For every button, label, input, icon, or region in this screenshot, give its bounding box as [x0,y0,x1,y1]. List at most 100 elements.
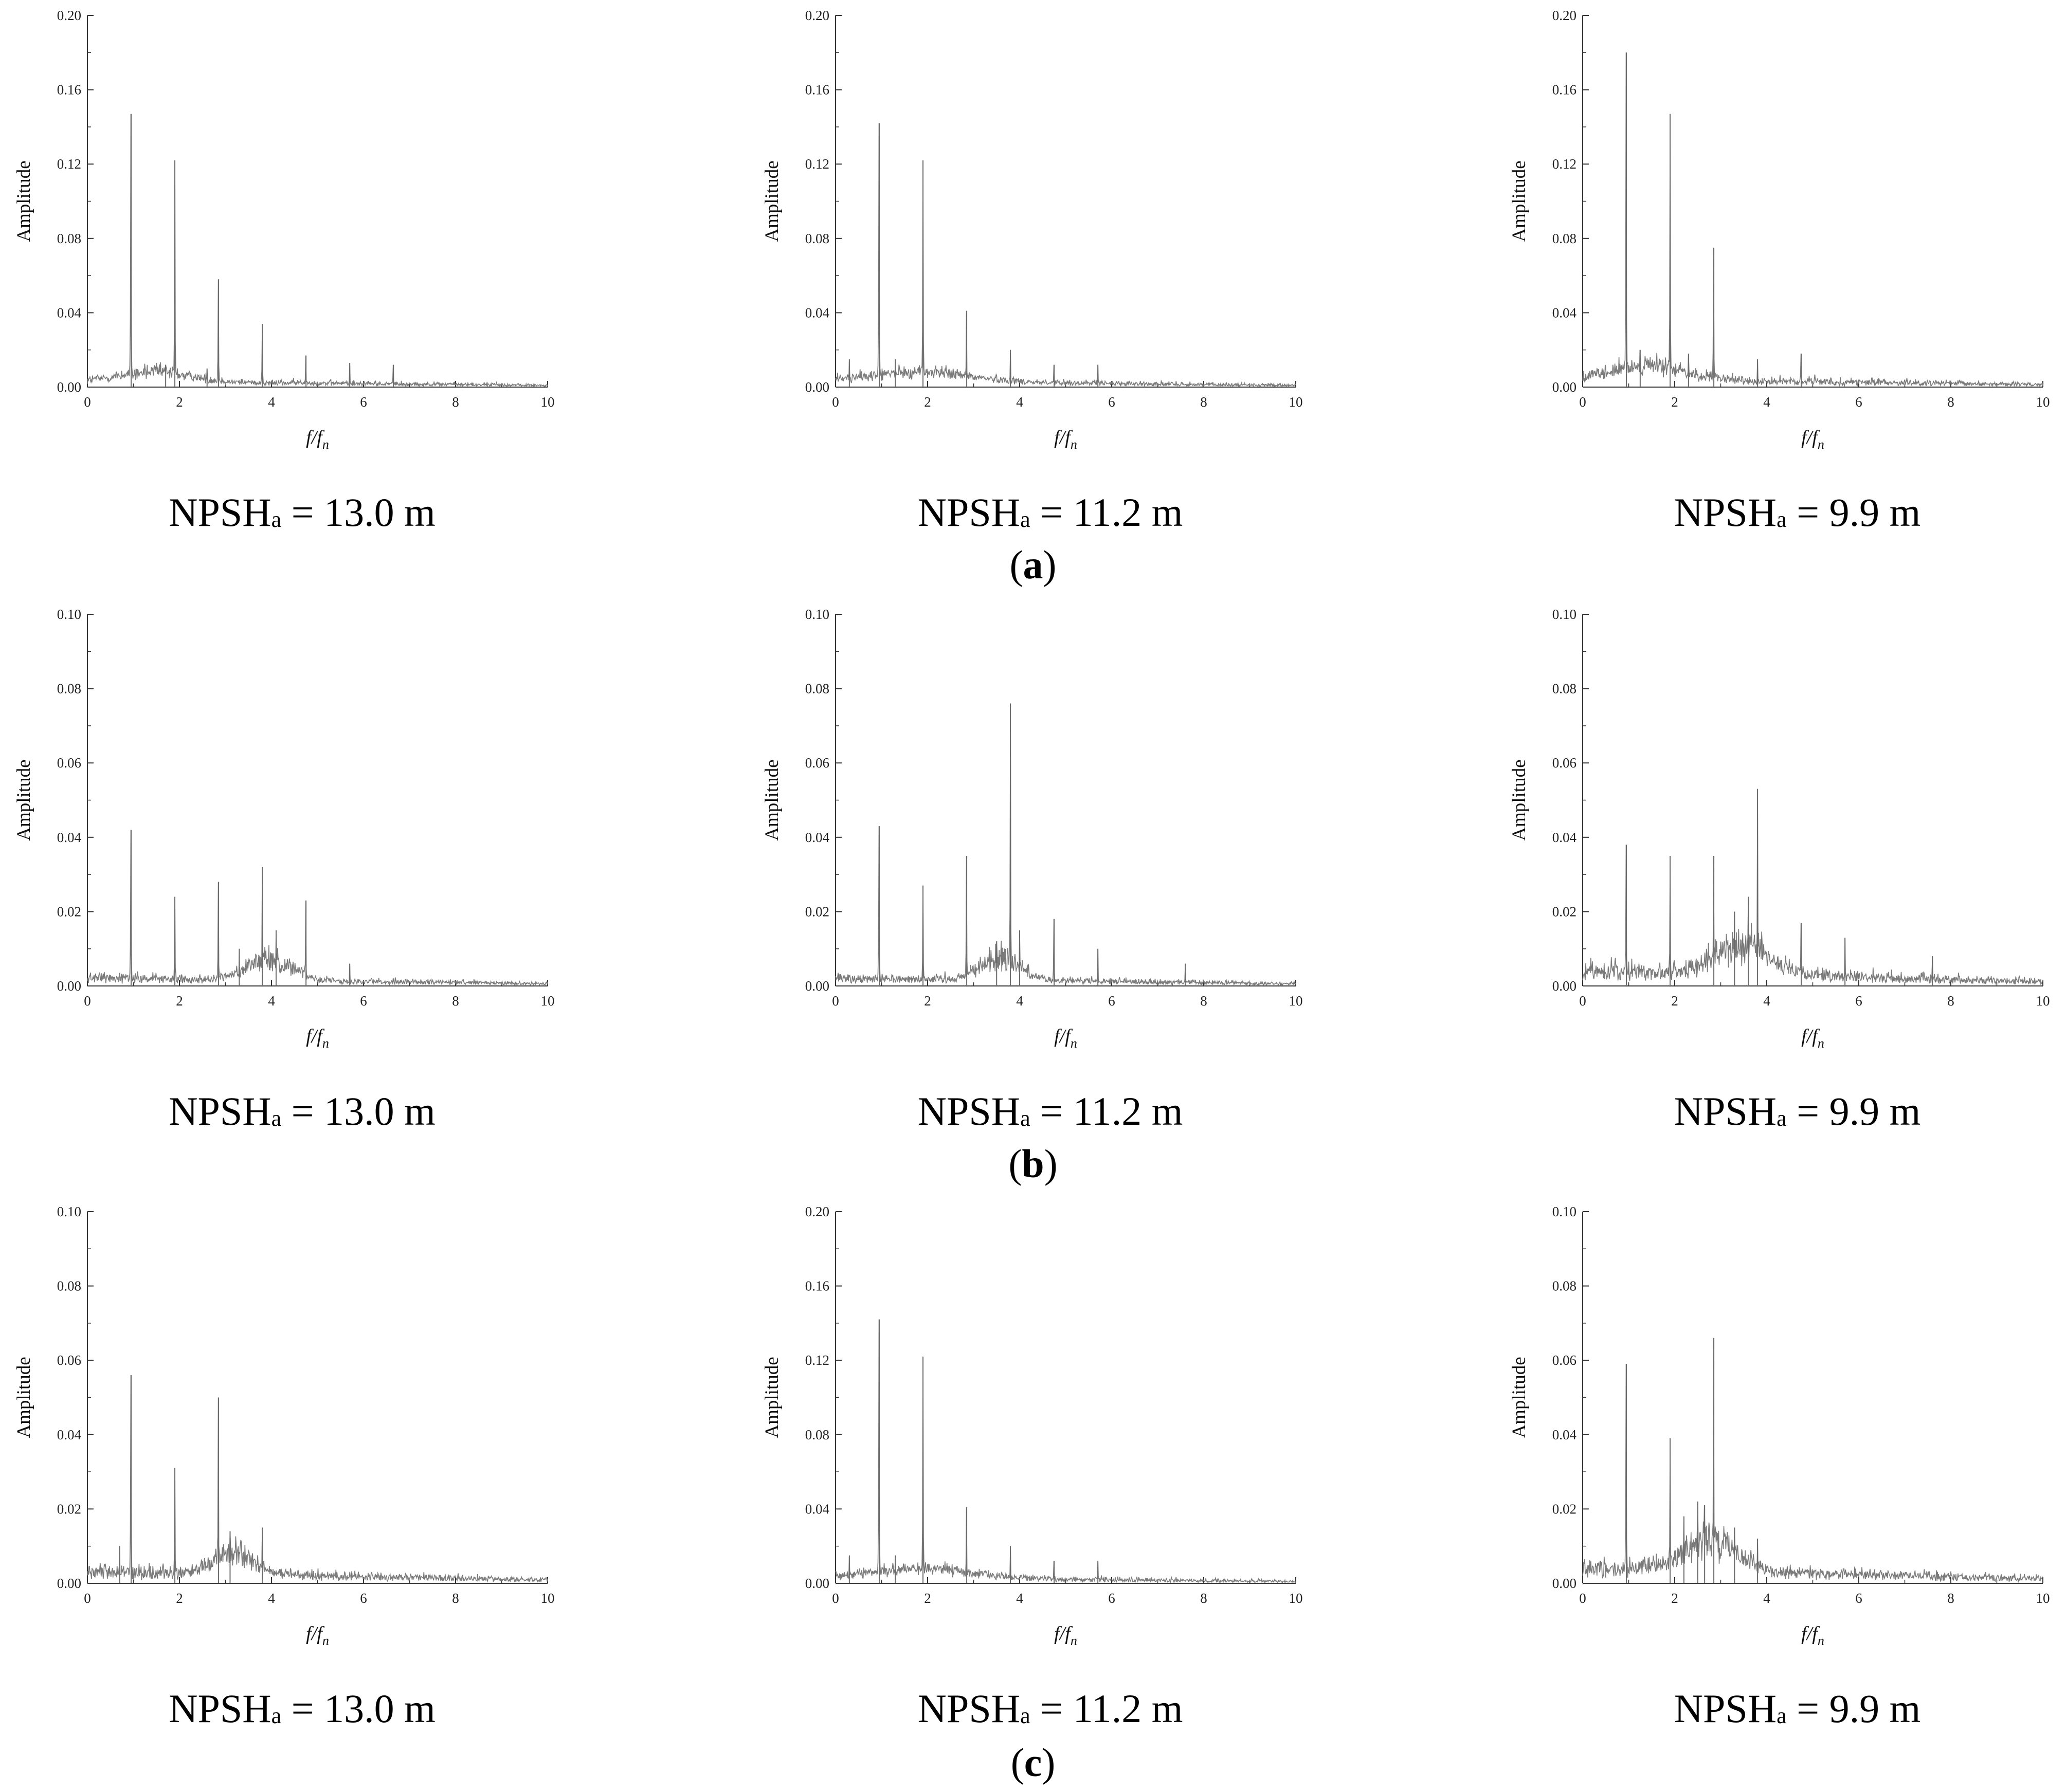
x-tick-label: 10 [541,1590,555,1606]
x-tick-label: 2 [1671,993,1678,1009]
x-axis-label: f/fn [306,427,329,452]
x-tick-label: 8 [452,993,459,1009]
x-axis-label: f/fn [306,1026,329,1051]
y-tick-label: 0.16 [57,82,81,98]
x-tick-label: 6 [1855,993,1862,1009]
y-tick-label: 0.08 [1552,1278,1576,1294]
x-axis-label: f/fn [1054,1623,1077,1648]
row-labels: (a) (b) (c) [1008,542,1057,1785]
x-tick-label: 0 [832,394,839,410]
y-tick-label: 0.02 [805,904,829,919]
y-tick-label: 0.10 [805,607,829,622]
y-tick-label: 0.20 [805,1204,829,1219]
y-tick-label: 0.02 [1552,904,1576,919]
panel-caption: NPSHa = 9.9 m [1674,1089,1921,1133]
spectrum-series-line [87,1375,548,1583]
x-tick-label: 4 [1763,394,1770,410]
y-tick-label: 0.10 [1552,1204,1576,1219]
x-tick-label: 4 [268,993,275,1009]
x-tick-label: 6 [1108,993,1115,1009]
y-tick-label: 0.04 [1552,1427,1577,1442]
y-tick-label: 0.08 [1552,231,1576,246]
spectrum-chart-c-2: 0.00 0.04 0.08 0.12 0.16 0.20 0 2 4 6 8 10 Amplitude… [762,1204,1303,1731]
y-tick-label: 0.04 [57,830,82,845]
x-tick-label: 2 [924,993,931,1009]
panel-caption: NPSHa = 13.0 m [169,1089,436,1133]
x-tick-label: 4 [1016,1590,1023,1606]
spectrum-chart-b-1: 0.00 0.02 0.04 0.06 0.08 0.10 0 2 4 6 8 10 Amplitude… [13,607,555,1133]
y-axis-label: Amplitude [762,759,783,840]
y-axis-label: Amplitude [1509,160,1530,242]
spectrum-series-line [1582,52,2043,388]
x-tick-label: 2 [1671,394,1678,410]
y-tick-label: 0.12 [57,156,81,172]
x-tick-label: 10 [1289,993,1303,1009]
x-tick-label: 0 [84,993,91,1009]
spectrum-chart-b-3: 0.00 0.02 0.04 0.06 0.08 0.10 0 2 4 6 8 10 Amplitude… [1509,607,2050,1133]
x-tick-label: 8 [1200,394,1207,410]
x-axis-label: f/fn [1801,427,1824,452]
x-tick-label: 4 [1016,394,1023,410]
x-tick-label: 8 [1947,1590,1954,1606]
y-axis-label: Amplitude [13,759,34,840]
y-axis-label: Amplitude [13,1357,34,1438]
x-tick-label: 4 [1763,1590,1770,1606]
x-tick-label: 2 [924,394,931,410]
x-tick-label: 0 [832,1590,839,1606]
y-tick-label: 0.00 [805,978,829,994]
panel-caption: NPSHa = 11.2 m [918,1089,1183,1133]
y-tick-label: 0.08 [1552,681,1576,697]
y-tick-label: 0.06 [57,755,81,771]
y-tick-label: 0.20 [805,8,829,23]
y-tick-label: 0.06 [57,1352,81,1368]
spectrum-series-line [87,830,548,986]
spectrum-chart-a-2: 0.00 0.04 0.08 0.12 0.16 0.20 0 2 4 6 8 10 Amplitude… [762,8,1303,535]
y-tick-label: 0.16 [805,82,829,98]
y-tick-label: 0.06 [805,755,829,771]
x-tick-label: 8 [452,394,459,410]
y-axis-label: Amplitude [762,160,783,242]
y-tick-label: 0.08 [805,1427,829,1442]
x-tick-label: 0 [84,394,91,410]
x-tick-label: 2 [924,1590,931,1606]
x-axis-label: f/fn [306,1623,329,1648]
x-tick-label: 8 [1947,993,1954,1009]
y-tick-label: 0.10 [57,607,81,622]
spectrum-series-line [835,123,1296,388]
y-tick-label: 0.00 [1552,1576,1576,1591]
y-axis-label: Amplitude [762,1357,783,1438]
x-tick-label: 0 [832,993,839,1009]
x-tick-label: 2 [176,993,183,1009]
spectrum-series-line [1582,789,2043,985]
x-tick-label: 4 [1763,993,1770,1009]
x-tick-label: 2 [1671,1590,1678,1606]
panel-caption: NPSHa = 9.9 m [1674,490,1921,535]
row-label-b: (b) [1008,1141,1057,1186]
x-tick-label: 10 [1289,394,1303,410]
y-tick-label: 0.06 [1552,1352,1576,1368]
x-tick-label: 6 [1855,1590,1862,1606]
x-tick-label: 10 [2036,1590,2050,1606]
y-tick-label: 0.00 [1552,978,1576,994]
x-tick-label: 8 [452,1590,459,1606]
y-tick-label: 0.02 [57,904,81,919]
y-tick-label: 0.00 [57,1576,81,1591]
y-axis-label: Amplitude [1509,1357,1530,1438]
chart-grid: 0.00 0.04 0.08 0.12 0.16 0.20 0 2 4 6 8 10 Amplitude… [13,8,2050,1731]
y-tick-label: 0.06 [1552,755,1576,771]
x-tick-label: 10 [2036,394,2050,410]
row-label-a: (a) [1010,542,1057,587]
y-tick-label: 0.02 [1552,1501,1576,1516]
x-tick-label: 10 [541,993,555,1009]
y-tick-label: 0.10 [57,1204,81,1219]
x-tick-label: 0 [1579,394,1586,410]
x-tick-label: 6 [360,394,367,410]
spectrum-series-line [835,703,1296,986]
x-tick-label: 10 [2036,993,2050,1009]
panel-caption: NPSHa = 11.2 m [918,1686,1183,1731]
panel-caption: NPSHa = 11.2 m [918,490,1183,535]
x-tick-label: 0 [1579,1590,1586,1606]
y-tick-label: 0.04 [805,1501,830,1516]
x-tick-label: 4 [1016,993,1023,1009]
